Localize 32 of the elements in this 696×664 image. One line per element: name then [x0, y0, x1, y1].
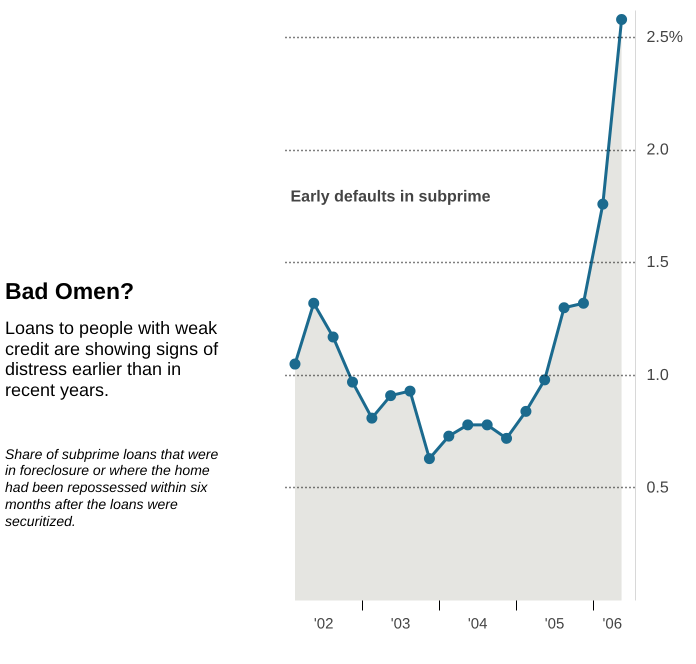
y-tick-label: 1.0: [646, 366, 669, 384]
y-tick-label: 0.5: [646, 479, 669, 496]
point: [347, 376, 358, 388]
point: [443, 430, 454, 442]
x-tick-label: '06: [602, 616, 622, 632]
annotation: Early defaults in subprime: [290, 188, 491, 206]
x-tick-label: '03: [390, 616, 410, 632]
x-tick-label: '02: [314, 616, 334, 632]
y-tick-label: 1.5: [646, 254, 669, 272]
point: [462, 419, 474, 430]
y-tick-label: 2.0: [646, 142, 669, 159]
y-tick-label: 2.5%: [646, 29, 683, 46]
point: [385, 390, 396, 402]
point: [308, 298, 320, 309]
point: [366, 412, 378, 424]
point: [616, 14, 628, 25]
point: [289, 358, 300, 370]
text: Loans to people with weak credit are showing signs of distress earlier than in recent years.: [5, 318, 220, 401]
x-tick-label: '04: [468, 616, 488, 632]
text: Bad Omen?: [5, 277, 134, 306]
point: [558, 302, 570, 314]
point: [404, 386, 416, 397]
point: [328, 332, 339, 343]
point: [578, 298, 589, 309]
point: [482, 419, 493, 430]
point: [424, 453, 435, 464]
point: [597, 198, 608, 210]
point: [501, 432, 512, 444]
point: [539, 374, 550, 386]
text: Share of subprime loans that were in foreclosure or where the home had been repossessed within six months after the loans were securitized.: [5, 446, 220, 530]
x-tick-label: '05: [544, 616, 564, 632]
point: [520, 406, 532, 417]
